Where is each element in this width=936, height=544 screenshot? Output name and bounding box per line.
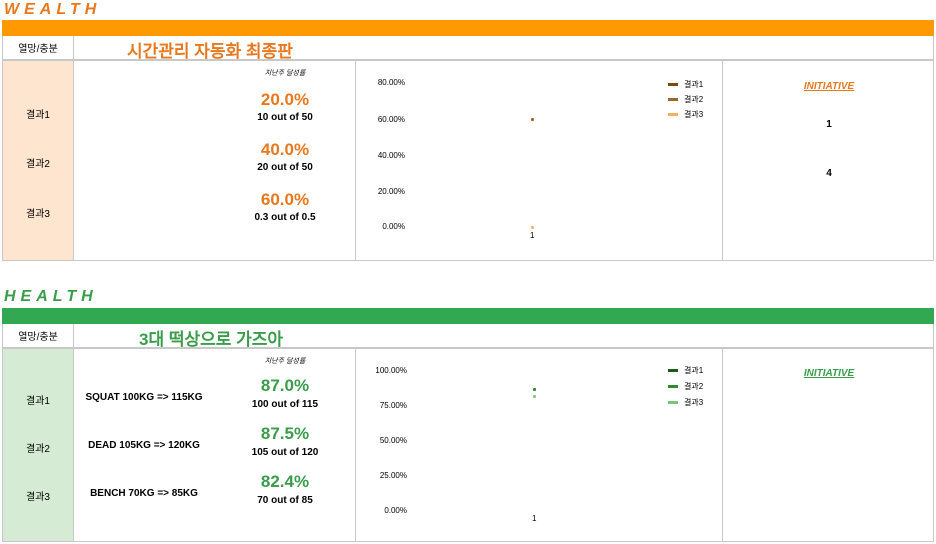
wealth-header-row: 열망/충분 시간관리 자동화 최종판 [2, 36, 934, 61]
health-point-3 [533, 394, 536, 398]
wealth-result-3-pct: 60.0% [260, 190, 310, 209]
health-subheader: 지난주 달성률 [264, 358, 306, 365]
health-initiative: INITIATIVE [723, 349, 933, 541]
wealth-result-labels: 결과1 결과2 결과3 [3, 61, 74, 260]
health-ytick-4: 0.00% [384, 506, 407, 515]
health-point-2 [533, 388, 536, 392]
wealth-point-3 [531, 226, 534, 229]
wealth-result-1-label: 결과1 [26, 110, 50, 121]
wealth-result-3-label: 결과3 [26, 209, 50, 220]
wealth-result-2-pct: 40.0% [260, 140, 310, 159]
health-legend-3: 결과3 [668, 397, 703, 408]
health-xtick-0: 1 [532, 514, 537, 523]
wealth-initiative-value-1: 1 [826, 119, 832, 130]
wealth-title: WEALTH [4, 1, 102, 18]
health-chart: 100.00% 75.00% 50.00% 25.00% 0.00% 1 결과1… [355, 349, 723, 541]
health-result-3-desc: BENCH 70KG => 85KG [90, 488, 198, 499]
health-achievement: 지난주 달성률 SQUAT 100KG => 115KG 87.0% 100 o… [74, 349, 356, 541]
wealth-section: WEALTH 열망/충분 시간관리 자동화 최종판 결과1 결과2 결과3 지난… [0, 0, 936, 262]
wealth-chart: 80.00% 60.00% 40.00% 20.00% 0.00% 1 결과1 … [355, 61, 723, 260]
wealth-legend-3-swatch [668, 113, 678, 116]
wealth-ytick-2: 40.00% [377, 151, 405, 160]
health-ytick-1: 75.00% [379, 401, 407, 410]
health-header-row: 열망/충분 3대 떡상으로 가즈아 [2, 324, 934, 349]
health-legend-2-swatch [668, 385, 678, 388]
wealth-ytick-4: 0.00% [382, 222, 405, 231]
health-legend-1-label: 결과1 [684, 366, 704, 375]
wealth-legend-3-label: 결과3 [684, 110, 704, 119]
wealth-achievement: 지난주 달성률 20.0% 10 out of 50 40.0% 20 out … [74, 61, 356, 260]
wealth-point-2 [531, 118, 534, 121]
wealth-legend-2-swatch [668, 98, 678, 101]
health-result-3-sub: 70 out of 85 [257, 495, 313, 506]
health-ytick-2: 50.00% [379, 436, 407, 445]
health-ytick-3: 25.00% [379, 471, 407, 480]
health-goal[interactable]: 3대 떡상으로 가즈아 [139, 330, 284, 349]
health-legend-2-label: 결과2 [684, 382, 704, 391]
wealth-initiative-value-2: 4 [826, 168, 832, 179]
health-body: 결과1 결과2 결과3 지난주 달성률 SQUAT 100KG => 115KG… [2, 348, 934, 542]
health-color-bar [2, 308, 934, 324]
wealth-color-bar [2, 20, 934, 36]
health-legend-3-label: 결과3 [684, 398, 704, 407]
wealth-legend-3: 결과3 [668, 109, 703, 120]
health-initiative-title[interactable]: INITIATIVE [803, 368, 855, 379]
wealth-initiative-title[interactable]: INITIATIVE [803, 81, 855, 92]
health-legend-1-swatch [668, 369, 678, 372]
wealth-legend-1-swatch [668, 83, 678, 86]
health-result-2-desc: DEAD 105KG => 120KG [88, 440, 200, 451]
health-ytick-0: 100.00% [375, 366, 407, 375]
health-result-2-pct: 87.5% [260, 424, 310, 443]
health-result-2-sub: 105 out of 120 [251, 447, 319, 458]
health-section: HEALTH 열망/충분 3대 떡상으로 가즈아 결과1 결과2 결과3 지난주… [0, 286, 936, 544]
wealth-ytick-1: 60.00% [377, 115, 405, 124]
wealth-ytick-3: 20.00% [377, 187, 405, 196]
wealth-body: 결과1 결과2 결과3 지난주 달성률 20.0% 10 out of 50 4… [2, 60, 934, 261]
wealth-result-1-sub: 10 out of 50 [257, 112, 313, 123]
wealth-result-2-label: 결과2 [26, 159, 50, 170]
health-result-1-sub: 100 out of 115 [251, 399, 319, 410]
wealth-result-1-pct: 20.0% [260, 90, 310, 109]
wealth-subheader: 지난주 달성률 [264, 70, 306, 77]
wealth-legend-1-label: 결과1 [684, 80, 704, 89]
health-result-3-label: 결과3 [26, 492, 50, 503]
wealth-result-2-sub: 20 out of 50 [257, 162, 313, 173]
health-legend-2: 결과2 [668, 381, 703, 392]
health-result-labels: 결과1 결과2 결과3 [3, 349, 74, 541]
wealth-legend-2-label: 결과2 [684, 95, 704, 104]
wealth-ytick-0: 80.00% [377, 78, 405, 87]
health-legend-3-swatch [668, 401, 678, 404]
wealth-initiative: INITIATIVE 1 4 [723, 61, 933, 260]
health-header-label: 열망/충분 [3, 324, 74, 347]
health-result-2-label: 결과2 [26, 444, 50, 455]
health-result-1-pct: 87.0% [260, 376, 310, 395]
wealth-header-label: 열망/충분 [3, 36, 74, 59]
health-result-1-desc: SQUAT 100KG => 115KG [85, 392, 203, 403]
health-result-3-pct: 82.4% [260, 472, 310, 491]
wealth-result-3-sub: 0.3 out of 0.5 [254, 212, 316, 223]
health-legend-1: 결과1 [668, 365, 703, 376]
wealth-legend-2: 결과2 [668, 94, 703, 105]
wealth-legend-1: 결과1 [668, 79, 703, 90]
wealth-xtick-0: 1 [530, 231, 535, 240]
wealth-goal[interactable]: 시간관리 자동화 최종판 [127, 42, 293, 61]
health-title: HEALTH [4, 288, 98, 305]
health-result-1-label: 결과1 [26, 396, 50, 407]
